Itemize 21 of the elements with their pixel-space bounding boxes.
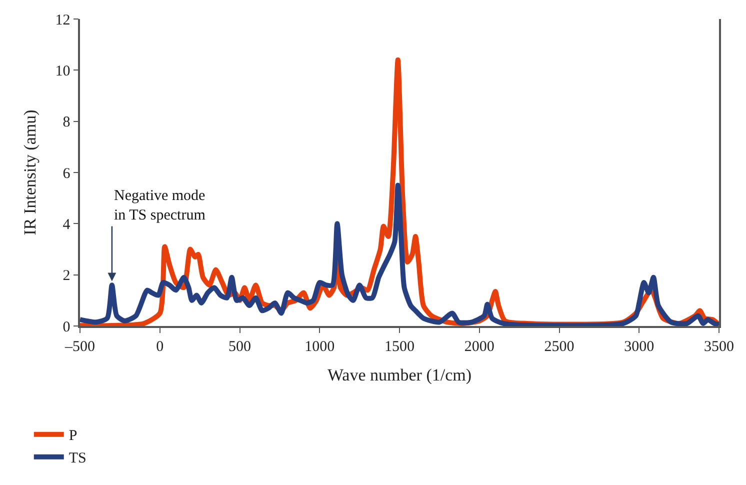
x-tick-label: 1000 xyxy=(304,338,335,355)
x-tick-label: 1500 xyxy=(384,338,414,355)
y-tick-label: 12 xyxy=(55,12,70,28)
y-tick-label: 8 xyxy=(62,114,70,131)
y-tick-label: 6 xyxy=(62,166,71,182)
x-tick-label: 2500 xyxy=(544,338,574,355)
x-tick-label: 2000 xyxy=(464,338,494,355)
y-tick-label: 4 xyxy=(62,216,71,233)
x-tick-label: 3000 xyxy=(624,338,654,355)
y-axis-title: IR Intensity (amu) xyxy=(20,110,40,236)
x-tick-label: 0 xyxy=(156,338,164,355)
legend-label: P xyxy=(68,428,78,444)
y-tick-label: 2 xyxy=(62,268,70,284)
x-axis-title: Wave number (1/cm) xyxy=(327,366,472,385)
legend-label: TS xyxy=(68,450,86,467)
x-tick-label: –500 xyxy=(64,338,95,355)
x-tick-label: 500 xyxy=(228,338,251,355)
y-tick-label: 0 xyxy=(62,319,70,336)
y-tick-label: 10 xyxy=(55,63,70,80)
annotation: Negative mode in TS spectrum xyxy=(114,188,206,224)
x-tick-label: 3500 xyxy=(704,338,734,355)
